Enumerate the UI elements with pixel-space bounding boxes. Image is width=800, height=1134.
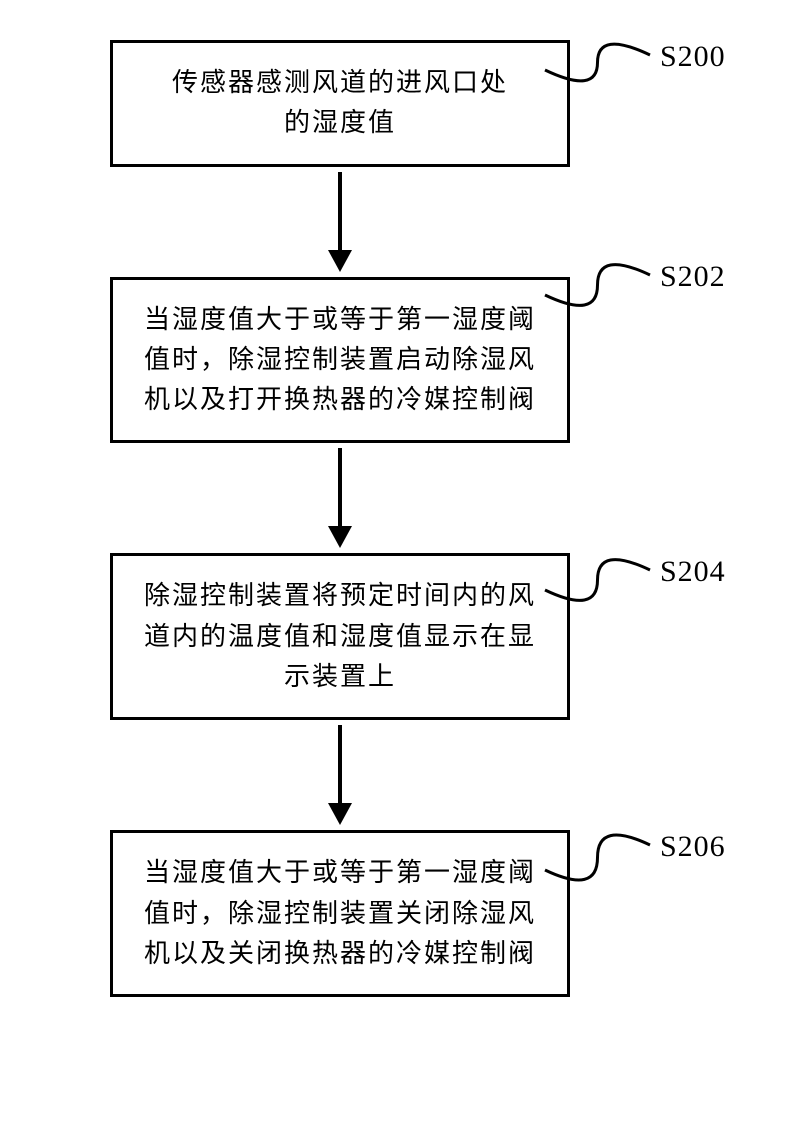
- flow-step-S200: 传感器感测风道的进风口处的湿度值: [110, 40, 570, 167]
- step-text-line: 值时，除湿控制装置启动除湿风: [144, 340, 536, 380]
- step-label-S202: S202: [660, 260, 726, 294]
- step-text-line: 机以及打开换热器的冷媒控制阀: [144, 380, 536, 420]
- step-text-line: 示装置上: [284, 657, 396, 697]
- step-text-line: 机以及关闭换热器的冷媒控制阀: [144, 934, 536, 974]
- step-label-S206: S206: [660, 830, 726, 864]
- flow-step-S204: 除湿控制装置将预定时间内的风道内的温度值和湿度值显示在显示装置上: [110, 553, 570, 720]
- flow-step-S202: 当湿度值大于或等于第一湿度阈值时，除湿控制装置启动除湿风机以及打开换热器的冷媒控…: [110, 277, 570, 444]
- step-text-line: 值时，除湿控制装置关闭除湿风: [144, 894, 536, 934]
- step-text-line: 当湿度值大于或等于第一湿度阈: [144, 853, 536, 893]
- flow-arrow: [320, 443, 360, 553]
- step-text-line: 的湿度值: [284, 103, 396, 143]
- step-label-S200: S200: [660, 40, 726, 74]
- flow-arrow: [320, 720, 360, 830]
- step-label-S204: S204: [660, 555, 726, 589]
- flow-arrow: [320, 167, 360, 277]
- step-text-line: 传感器感测风道的进风口处: [172, 63, 508, 103]
- flow-step-S206: 当湿度值大于或等于第一湿度阈值时，除湿控制装置关闭除湿风机以及关闭换热器的冷媒控…: [110, 830, 570, 997]
- step-text-line: 除湿控制装置将预定时间内的风: [144, 576, 536, 616]
- step-text-line: 当湿度值大于或等于第一湿度阈: [144, 300, 536, 340]
- step-text-line: 道内的温度值和湿度值显示在显: [144, 617, 536, 657]
